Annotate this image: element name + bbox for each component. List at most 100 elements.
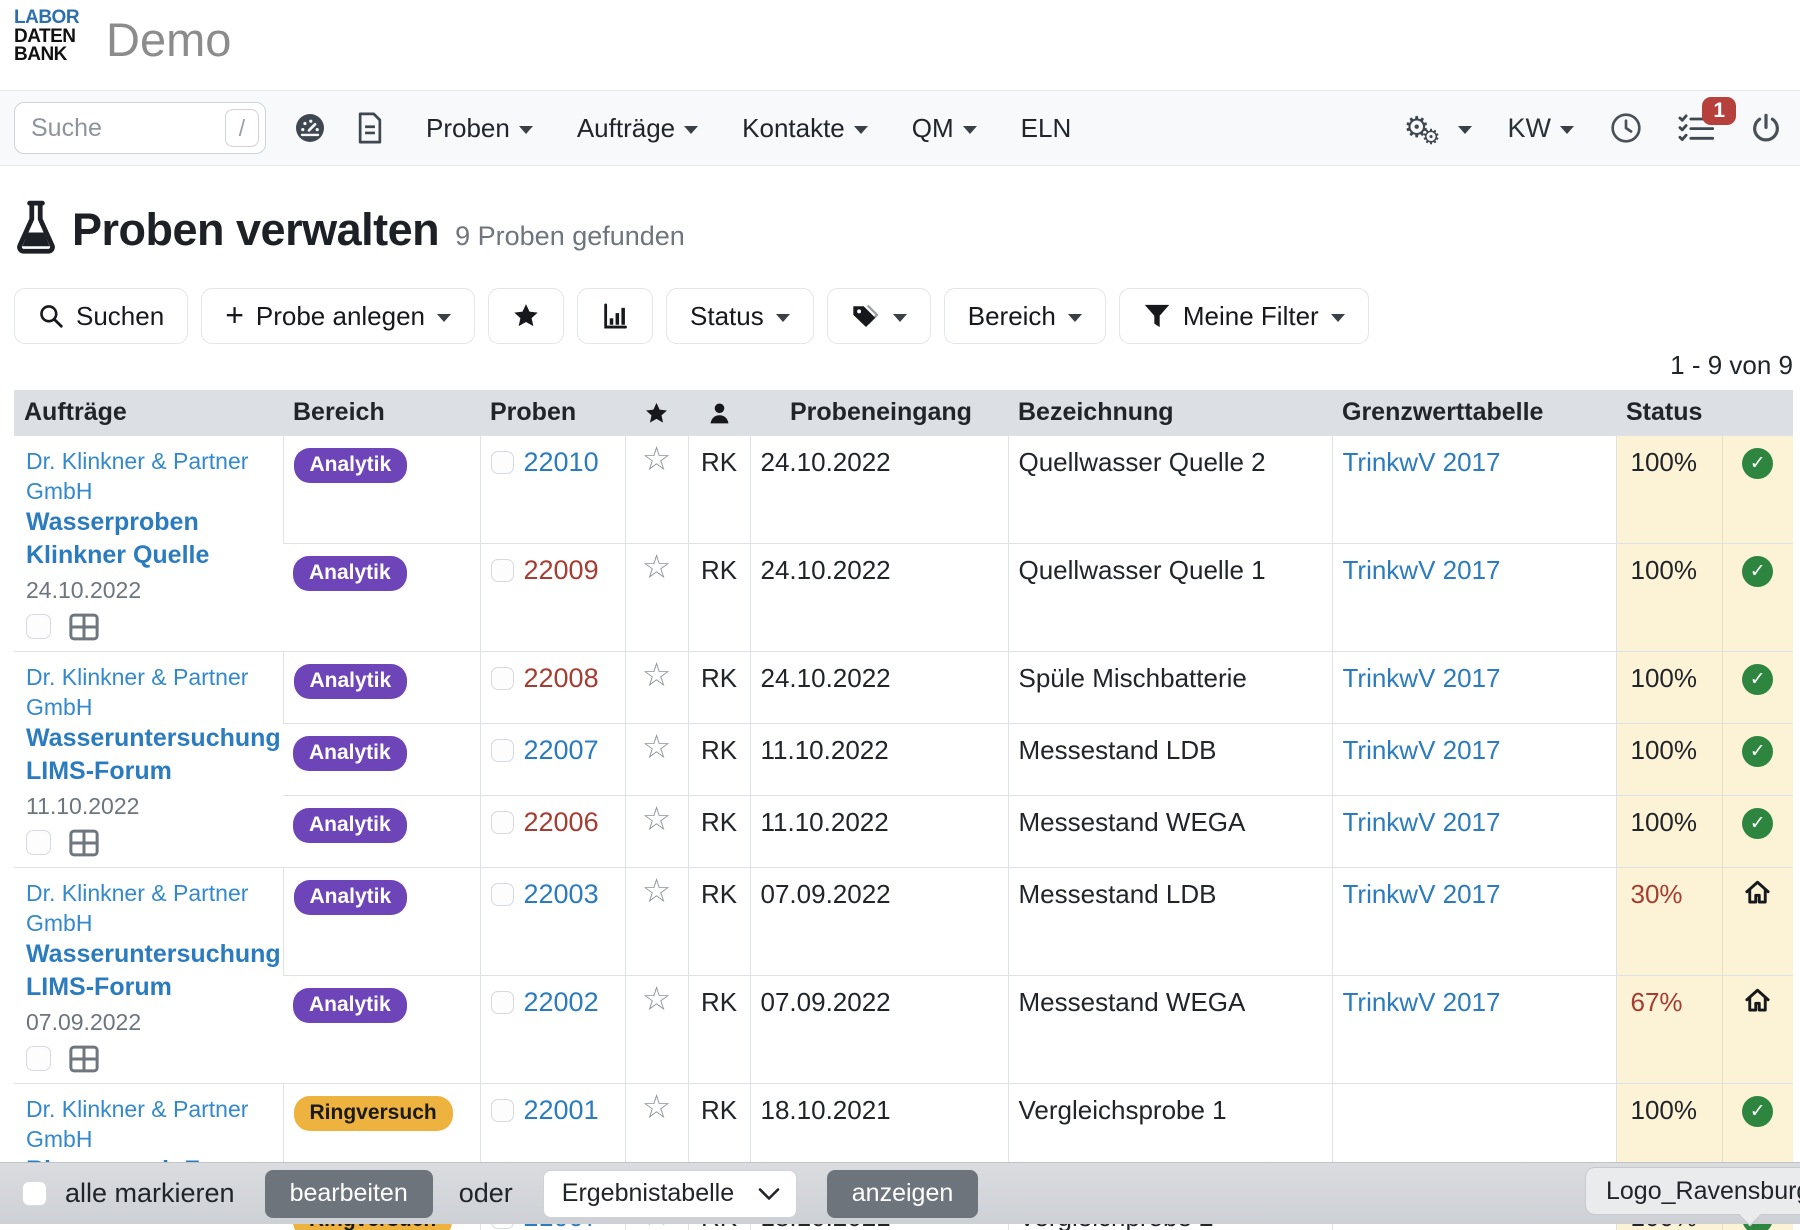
auftrag-company-link[interactable]: Dr. Klinkner & Partner GmbH	[26, 879, 249, 936]
probe-number-link[interactable]: 22009	[523, 554, 599, 585]
chevron-down-icon	[775, 313, 790, 322]
edit-button[interactable]: bearbeiten	[264, 1169, 433, 1218]
probe-number-link[interactable]: 22007	[523, 734, 599, 765]
chart-button[interactable]	[577, 288, 654, 344]
grenzwert-link[interactable]: TrinkwV 2017	[1342, 446, 1501, 477]
probe-number-link[interactable]: 22010	[523, 446, 599, 477]
search-button[interactable]: Suchen	[14, 288, 189, 344]
tags-filter-button[interactable]	[826, 288, 931, 344]
header-bezeichnung[interactable]: Bezeichnung	[1008, 390, 1332, 435]
nav-menu-eln[interactable]: ELN	[1020, 112, 1072, 143]
nav-menu-auftraege[interactable]: Aufträge	[577, 113, 699, 144]
auftrag-project-link[interactable]: LIMS-Forum	[26, 756, 172, 785]
bereich-badge[interactable]: Analytik	[293, 663, 408, 699]
bereich-badge[interactable]: Analytik	[293, 447, 408, 483]
document-icon[interactable]	[356, 112, 384, 144]
header-bereich[interactable]: Bereich	[283, 390, 480, 435]
result-table-icon[interactable]	[69, 613, 99, 641]
header-grenzwerttabelle[interactable]: Grenzwerttabelle	[1332, 390, 1616, 435]
probe-number-link[interactable]: 22008	[523, 662, 599, 693]
favorite-star-icon[interactable]: ☆	[641, 799, 672, 837]
probe-checkbox[interactable]	[490, 558, 514, 582]
probe-number-link[interactable]: 22003	[523, 878, 599, 909]
header-status[interactable]: Status	[1616, 390, 1793, 435]
auftrag-checkbox[interactable]	[26, 1046, 51, 1071]
create-sample-button[interactable]: + Probe anlegen	[201, 288, 476, 344]
grenzwert-link[interactable]: TrinkwV 2017	[1342, 734, 1501, 765]
auftrag-date: 11.10.2022	[26, 792, 140, 819]
auftrag-project-link[interactable]: Klinkner Quelle	[26, 540, 210, 569]
nav-menu-qm[interactable]: QM	[912, 113, 977, 144]
bereich-badge[interactable]: Analytik	[293, 879, 408, 915]
auftrag-project-link[interactable]: Wasserproben	[26, 507, 199, 536]
search-input[interactable]	[14, 102, 266, 154]
select-all-checkbox[interactable]	[22, 1181, 47, 1206]
result-table-icon[interactable]	[69, 829, 99, 857]
history-clock-icon[interactable]	[1610, 112, 1642, 144]
probe-checkbox[interactable]	[490, 990, 514, 1014]
settings-gears-menu[interactable]: ⚙⚙	[1404, 113, 1472, 148]
tasks-checklist-icon[interactable]: 1	[1678, 97, 1736, 143]
bereich-badge[interactable]: Analytik	[293, 555, 407, 591]
favorite-star-icon[interactable]: ☆	[641, 979, 672, 1017]
grenzwert-link[interactable]: TrinkwV 2017	[1342, 986, 1501, 1017]
favorite-star-icon[interactable]: ☆	[641, 871, 672, 909]
favorite-star-icon[interactable]: ☆	[641, 655, 672, 693]
bereich-badge[interactable]: Analytik	[293, 987, 407, 1023]
probe-checkbox[interactable]	[490, 666, 514, 690]
dashboard-gauge-icon[interactable]	[294, 112, 326, 144]
probe-number-link[interactable]: 22002	[523, 986, 599, 1017]
probe-checkbox[interactable]	[490, 882, 514, 906]
grenzwert-link[interactable]: TrinkwV 2017	[1342, 806, 1501, 837]
labordatenbank-logo[interactable]: LABOR DATEN BANK	[14, 8, 80, 65]
probe-checkbox[interactable]	[490, 738, 514, 762]
bereich-badge[interactable]: Analytik	[293, 807, 407, 843]
auftrag-project-link[interactable]: Wasseruntersuchung	[26, 723, 281, 752]
bereich-badge[interactable]: Ringversuch	[293, 1095, 453, 1131]
auftrag-company-link[interactable]: Dr. Klinkner & Partner GmbH	[26, 1095, 249, 1152]
result-table-icon[interactable]	[69, 1045, 99, 1073]
my-filters-button[interactable]: Meine Filter	[1118, 288, 1369, 344]
bereich-badge[interactable]: Analytik	[293, 735, 407, 771]
probe-checkbox[interactable]	[490, 1098, 514, 1122]
status-percent: 100%	[1615, 434, 1722, 543]
probe-number-link[interactable]: 22006	[523, 806, 599, 837]
table-row: Dr. Klinkner & Partner GmbH Wasserproben K…	[14, 434, 1793, 651]
result-table-select[interactable]: Ergebnistabelle	[542, 1169, 797, 1218]
auftrag-checkbox[interactable]	[26, 830, 51, 855]
grenzwert-link[interactable]: TrinkwV 2017	[1342, 554, 1501, 585]
auftrag-project-link[interactable]: LIMS-Forum	[26, 972, 172, 1001]
bezeichnung-cell: Spüle Mischbatterie	[1007, 650, 1332, 723]
probe-checkbox[interactable]	[490, 450, 514, 474]
auftrag-company-link[interactable]: Dr. Klinkner & Partner GmbH	[26, 447, 249, 504]
auftrag-checkbox[interactable]	[26, 614, 51, 639]
bereich-filter-button[interactable]: Bereich	[943, 288, 1106, 344]
favorite-star-icon[interactable]: ☆	[641, 1087, 672, 1125]
header-favorite-star-icon[interactable]	[625, 390, 688, 435]
show-button[interactable]: anzeigen	[826, 1169, 979, 1218]
user-cell: RK	[687, 866, 750, 975]
header-auftraege[interactable]: Aufträge	[14, 390, 283, 435]
favorite-star-icon[interactable]: ☆	[641, 547, 672, 585]
favorite-cell: ☆	[624, 650, 688, 723]
header-user-person-icon[interactable]	[688, 390, 750, 435]
grenzwert-link[interactable]: TrinkwV 2017	[1342, 662, 1501, 693]
favorite-star-icon[interactable]: ☆	[641, 727, 672, 765]
nav-menu-proben[interactable]: Proben	[426, 113, 533, 144]
chevron-down-icon	[758, 1187, 780, 1200]
user-menu[interactable]: KW	[1508, 113, 1574, 144]
probe-cell: 22007	[479, 722, 625, 795]
auftrag-group-cell: Dr. Klinkner & Partner GmbH Wasserproben K…	[14, 434, 283, 651]
auftrag-company-link[interactable]: Dr. Klinkner & Partner GmbH	[26, 663, 249, 720]
favorite-star-icon[interactable]: ☆	[641, 439, 672, 477]
favorites-button[interactable]	[488, 288, 565, 344]
status-filter-button[interactable]: Status	[666, 288, 814, 344]
header-proben[interactable]: Proben	[480, 390, 625, 435]
auftrag-project-link[interactable]: Wasseruntersuchung	[26, 939, 281, 968]
probe-number-link[interactable]: 22001	[523, 1094, 599, 1125]
logout-power-icon[interactable]	[1750, 112, 1782, 144]
nav-menu-kontakte[interactable]: Kontakte	[742, 113, 868, 144]
probe-checkbox[interactable]	[490, 810, 514, 834]
grenzwert-link[interactable]: TrinkwV 2017	[1342, 878, 1501, 909]
header-probeneingang[interactable]: Probeneingang	[750, 390, 1008, 435]
